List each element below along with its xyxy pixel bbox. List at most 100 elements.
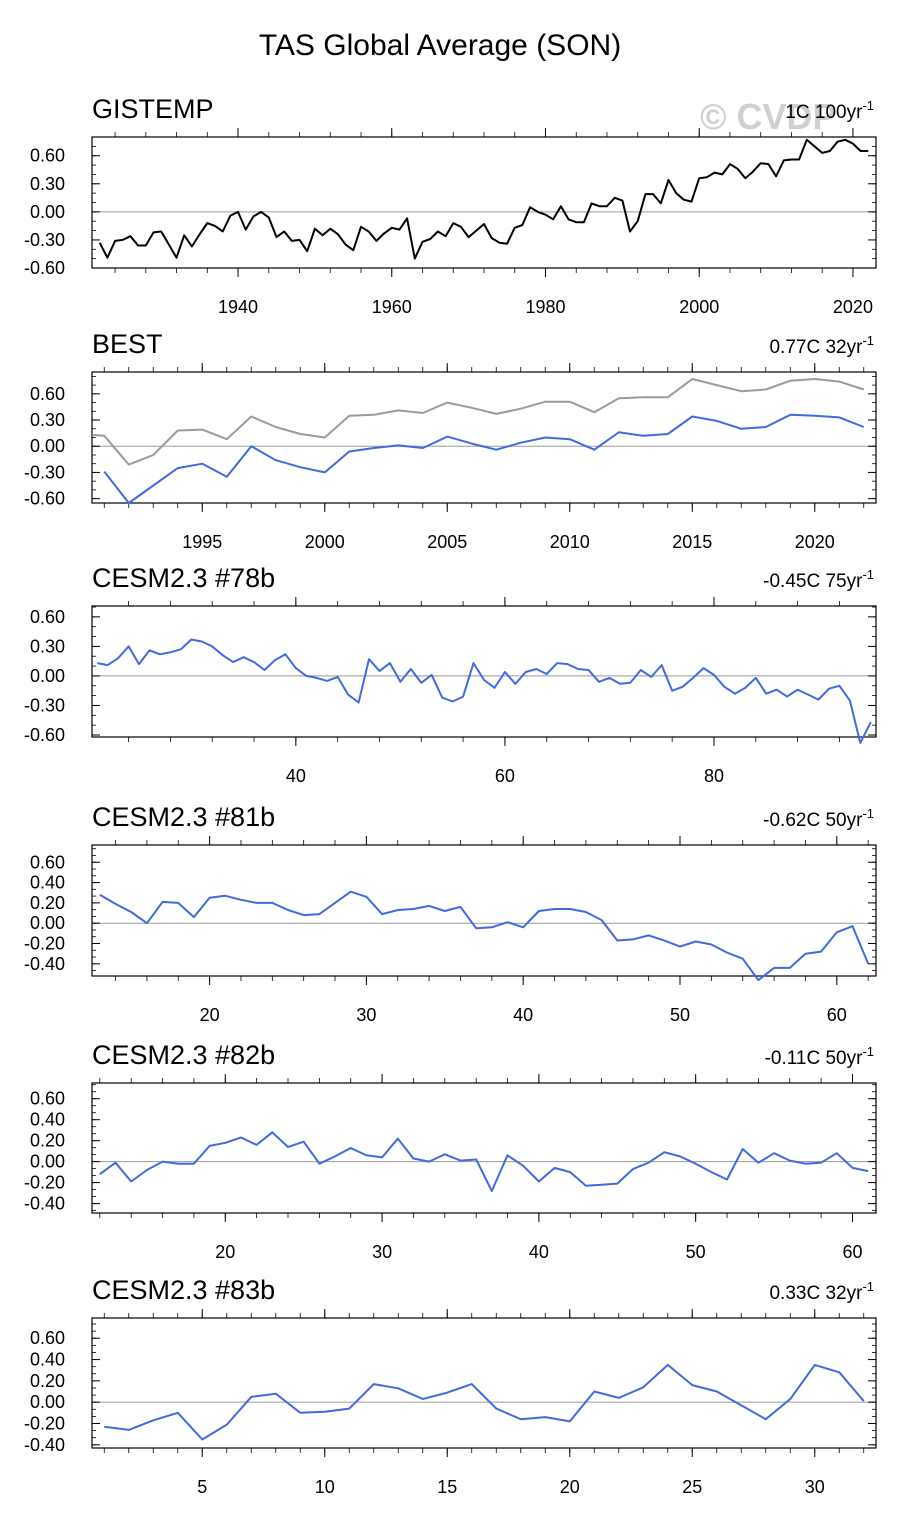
trend-label: -0.45C 75yr-1 <box>763 567 874 592</box>
series-line-1 <box>98 138 869 260</box>
trend-exponent: -1 <box>862 1279 874 1294</box>
ytick-label: 0.60 <box>30 384 65 404</box>
xtick-label: 60 <box>842 1242 862 1262</box>
xtick-label: 30 <box>805 1477 825 1497</box>
xtick-label: 2020 <box>833 297 873 317</box>
series-line-1 <box>104 1363 865 1441</box>
xtick-label: 40 <box>529 1242 549 1262</box>
ytick-label: -0.30 <box>24 230 65 250</box>
ytick-label: 0.30 <box>30 636 65 656</box>
ytick-label: -0.60 <box>24 258 65 278</box>
watermark: © CVDP <box>700 96 837 137</box>
ytick-label: -0.20 <box>24 934 65 954</box>
xtick-label: 1940 <box>218 297 258 317</box>
ytick-label: -0.40 <box>24 1435 65 1455</box>
ytick-label: -0.40 <box>24 954 65 974</box>
xtick-label: 50 <box>686 1242 706 1262</box>
panel-title: CESM2.3 #83b <box>92 1275 275 1305</box>
plot-frame <box>91 844 877 977</box>
panel-title: CESM2.3 #82b <box>92 1040 275 1070</box>
xtick-label: 20 <box>560 1477 580 1497</box>
xtick-label: 20 <box>215 1242 235 1262</box>
ytick-label: -0.30 <box>24 695 65 715</box>
ytick-label: 0.00 <box>30 1152 65 1172</box>
xtick-label: 2010 <box>550 532 590 552</box>
ytick-label: -0.60 <box>24 489 65 509</box>
ytick-label: -0.40 <box>24 1194 65 1214</box>
xtick-label: 1960 <box>372 297 412 317</box>
series-line-1 <box>97 638 872 744</box>
ytick-label: 0.60 <box>30 146 65 166</box>
series-line-2 <box>103 413 865 504</box>
panel-4: CESM2.3 #81b -0.62C 50yr-1 -0.40-0.200.00 0… <box>24 802 877 1025</box>
trend-label: 1C 100yr-1 <box>785 98 874 123</box>
plot-frame <box>91 605 877 738</box>
xtick-label: 2000 <box>305 532 345 552</box>
xtick-label: 50 <box>670 1005 690 1025</box>
trend-exponent: -1 <box>862 567 874 582</box>
xtick-label: 2020 <box>795 532 835 552</box>
xtick-label: 30 <box>372 1242 392 1262</box>
plot-frame <box>91 371 877 504</box>
trend-label: -0.62C 50yr-1 <box>763 806 874 831</box>
panel-6: CESM2.3 #83b 0.33C 32yr-1-0.40-0.200.000.… <box>24 1275 877 1497</box>
ytick-label: 0.60 <box>30 852 65 872</box>
xtick-label: 2015 <box>672 532 712 552</box>
xtick-label: 2000 <box>679 297 719 317</box>
ytick-label: 0.40 <box>30 1350 65 1370</box>
trend-exponent: -1 <box>862 1044 874 1059</box>
trend-value: 0.33C 32yr <box>769 1283 863 1304</box>
ytick-label: 0.60 <box>30 607 65 627</box>
panels: GISTEMP 1C 100yr-1-0.60-0.300.000.300.601… <box>24 94 877 1497</box>
ytick-label: 0.40 <box>30 873 65 893</box>
xtick-label: 20 <box>200 1005 220 1025</box>
ytick-label: 0.00 <box>30 666 65 686</box>
panel-5: CESM2.3 #82b -0.11C 50yr-1 -0.40-0.200.000… <box>24 1040 877 1262</box>
trend-value: 1C 100yr <box>785 102 863 123</box>
panel-3: CESM2.3 #78b -0.45C 75yr-1 -0.60 -0.30 0.00 0… <box>24 563 877 786</box>
xtick-label: 40 <box>513 1005 533 1025</box>
xtick-label: 40 <box>286 766 306 786</box>
series-line-1 <box>99 890 870 982</box>
ytick-label: 0.00 <box>30 913 65 933</box>
ytick-label: -0.20 <box>24 1173 65 1193</box>
ytick-label: -0.20 <box>24 1413 65 1433</box>
ytick-label: -0.30 <box>24 462 65 482</box>
plot-frame <box>91 1082 877 1214</box>
xtick-label: 1980 <box>525 297 565 317</box>
panel-1: GISTEMP 1C 100yr-1 -0.60 -0.30 0.00 0.30 0.60 1… <box>24 94 877 317</box>
trend-label: 0.77C 32yr-1 <box>769 333 874 358</box>
xtick-label: 25 <box>682 1477 702 1497</box>
xtick-label: 80 <box>704 766 724 786</box>
ytick-label: -0.60 <box>24 725 65 745</box>
ytick-label: 0.20 <box>30 1131 65 1151</box>
trend-label: -0.11C 50yr-1 <box>765 1044 874 1069</box>
trend-value: -0.62C 50yr <box>763 810 863 831</box>
panel-title: CESM2.3 #78b <box>92 563 275 593</box>
xtick-label: 30 <box>356 1005 376 1025</box>
plot-frame <box>91 136 877 269</box>
trend-value: -0.11C 50yr <box>765 1048 864 1069</box>
ytick-label: 0.20 <box>30 1371 65 1391</box>
xtick-label: 60 <box>495 766 515 786</box>
series-line-1 <box>99 1131 869 1192</box>
xtick-label: 60 <box>827 1005 847 1025</box>
trend-exponent: -1 <box>862 333 874 348</box>
ytick-label: 0.00 <box>30 1392 65 1412</box>
panel-title: CESM2.3 #81b <box>92 802 275 832</box>
panel-title: GISTEMP <box>92 94 214 124</box>
trend-label: 0.33C 32yr-1 <box>769 1279 874 1304</box>
panel-2: BEST 0.77C 32yr-1 -0.60 -0.30 0.00 0.30 0.60 19… <box>24 329 877 552</box>
series-line-1 <box>91 378 865 466</box>
xtick-label: 5 <box>197 1477 207 1497</box>
plot-frame <box>91 1317 877 1449</box>
trend-value: -0.45C 75yr <box>763 571 863 592</box>
ytick-label: 0.60 <box>30 1328 65 1348</box>
trend-exponent: -1 <box>862 806 874 821</box>
ytick-label: 0.00 <box>30 202 65 222</box>
figure-title: TAS Global Average (SON) <box>259 29 621 62</box>
xtick-label: 1995 <box>182 532 222 552</box>
ytick-label: 0.30 <box>30 174 65 194</box>
trend-exponent: -1 <box>862 98 874 113</box>
